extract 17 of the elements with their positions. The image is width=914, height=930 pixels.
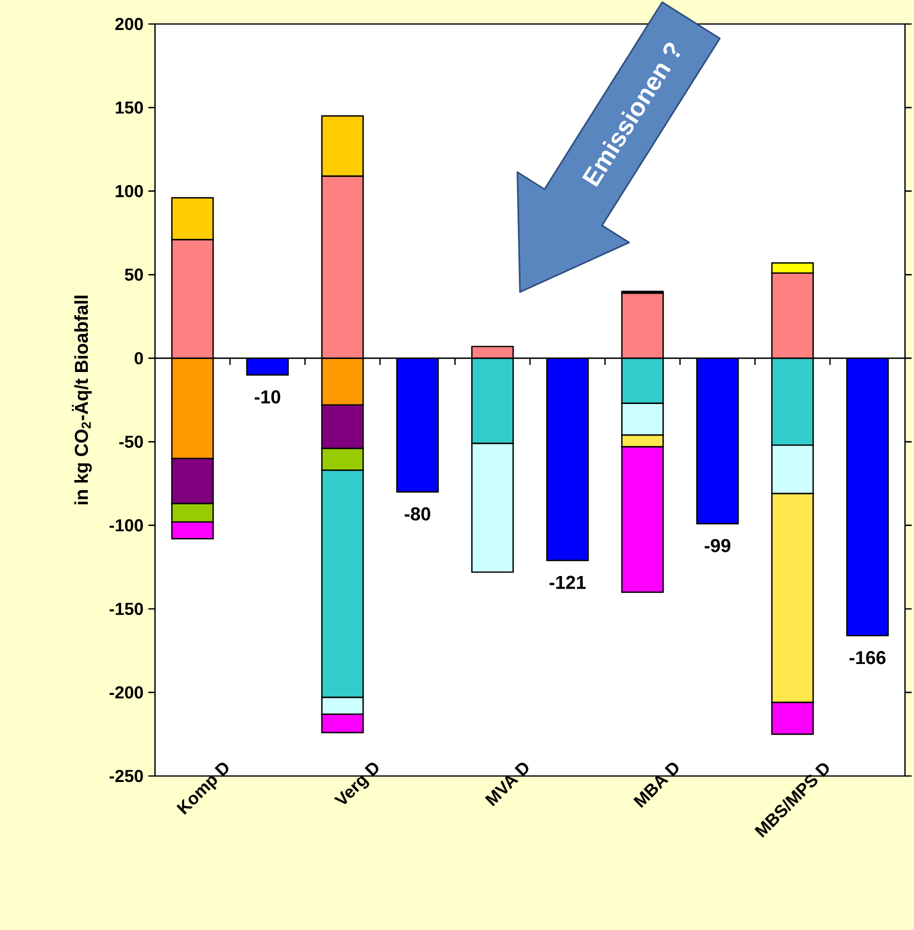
y-tick-label: -250 bbox=[110, 770, 143, 782]
y-axis-title: in kg CO$_{2}$-Äq/t Bioabfall bbox=[72, 296, 92, 504]
data-label: -99 bbox=[704, 539, 730, 552]
y-tick-label: -150 bbox=[110, 602, 143, 616]
data-label: -166 bbox=[850, 650, 886, 664]
data-label: -80 bbox=[404, 507, 430, 521]
y-tick-label: -200 bbox=[110, 686, 143, 699]
y-tick-label: 100 bbox=[116, 184, 143, 198]
y-tick-label: 200 bbox=[115, 18, 143, 30]
y-tick-label: -50 bbox=[119, 436, 143, 448]
y-tick-label: 50 bbox=[124, 268, 143, 281]
data-label: -10 bbox=[254, 390, 280, 404]
data-label: -121 bbox=[550, 576, 586, 589]
y-tick-label: -100 bbox=[110, 519, 143, 532]
x-tick-label: Verg D bbox=[334, 762, 378, 804]
y-tick-label: 0 bbox=[134, 352, 143, 364]
y-tick-label: 150 bbox=[116, 101, 143, 114]
